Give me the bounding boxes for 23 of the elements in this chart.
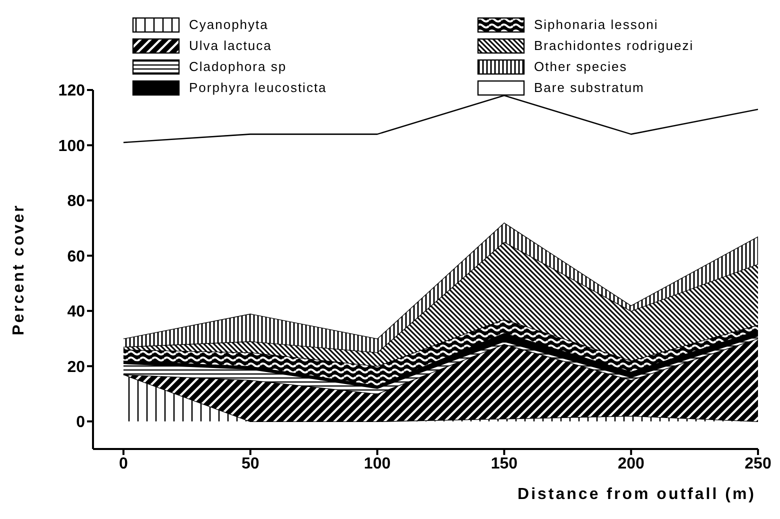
legend-label: Other species bbox=[534, 59, 628, 74]
x-tick-label: 50 bbox=[241, 455, 260, 472]
legend-label: Siphonaria lessoni bbox=[534, 17, 658, 32]
y-tick-label: 60 bbox=[67, 248, 86, 266]
x-tick-label: 100 bbox=[364, 455, 391, 472]
x-axis-title: Distance from outfall (m) bbox=[518, 486, 756, 503]
y-tick-label: 0 bbox=[76, 414, 86, 432]
y-tick-label: 100 bbox=[58, 138, 86, 155]
x-tick-label: 0 bbox=[119, 455, 128, 472]
y-tick-label: 120 bbox=[58, 82, 86, 100]
x-tick-label: 250 bbox=[744, 455, 772, 472]
legend-label: Ulva lactuca bbox=[189, 38, 272, 53]
legend-label: Brachidontes rodriguezi bbox=[534, 38, 694, 53]
y-tick-label: 40 bbox=[67, 304, 86, 321]
y-tick-label: 20 bbox=[67, 358, 86, 376]
x-tick-label: 200 bbox=[618, 455, 645, 472]
legend-label: Bare substratum bbox=[534, 80, 644, 95]
legend-label: Cladophora sp bbox=[189, 59, 287, 74]
legend-label: Porphyra leucosticta bbox=[189, 80, 327, 95]
x-tick-label: 150 bbox=[490, 455, 518, 472]
legend-label: Cyanophyta bbox=[189, 17, 268, 32]
y-tick-label: 80 bbox=[67, 193, 86, 210]
y-axis-title: Percent cover bbox=[10, 204, 28, 336]
